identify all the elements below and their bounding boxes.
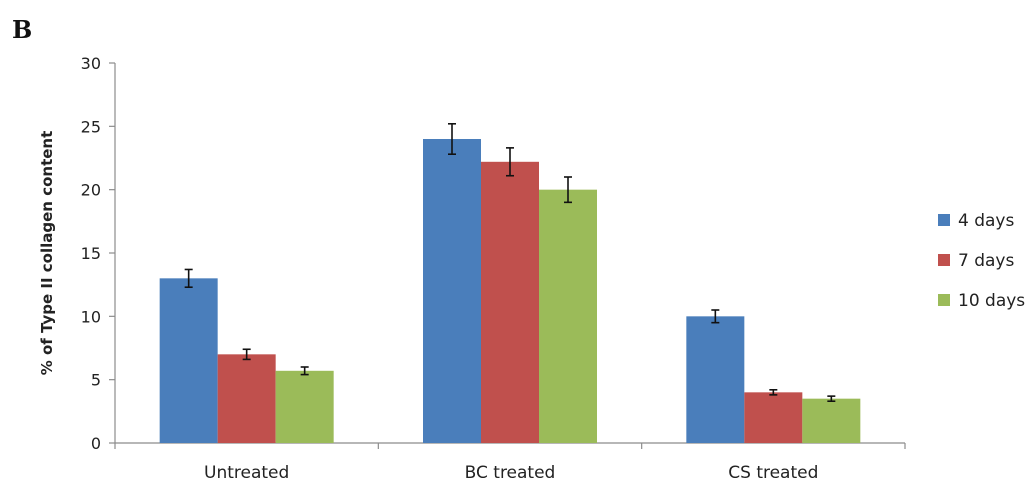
bar [423,139,481,443]
bar [744,392,803,443]
legend-swatch [938,214,950,226]
bar [686,316,745,443]
legend-entry-label: 7 days [958,251,1014,271]
y-tick-label: 10 [81,307,101,326]
bar [217,354,276,443]
bar [159,278,218,443]
legend-entry-label: 4 days [958,211,1014,231]
y-tick-label: 0 [91,434,101,453]
y-axis-label: % of Type II collagen content [38,131,56,376]
x-category-label: BC treated [465,463,556,483]
legend-swatch [938,254,950,266]
panel-label: B [12,15,32,44]
y-tick-label: 20 [81,181,101,200]
plot-area: 0 5 10 15 20 25 30 % of Type II collagen conten… [38,54,906,483]
bar [539,189,597,443]
x-category-label: CS treated [728,463,818,483]
y-tick-label: 5 [91,371,101,390]
y-tick-label: 30 [81,54,101,73]
bar [481,161,539,444]
bar [802,398,861,443]
y-tick-label: 25 [81,117,101,136]
legend-swatch [938,294,950,306]
y-tick-label: 15 [81,244,101,263]
bar [275,370,334,443]
legend: 4 days 7 days 10 days [938,211,1025,311]
legend-entry-label: 10 days [958,291,1025,311]
x-category-label: Untreated [204,463,289,483]
